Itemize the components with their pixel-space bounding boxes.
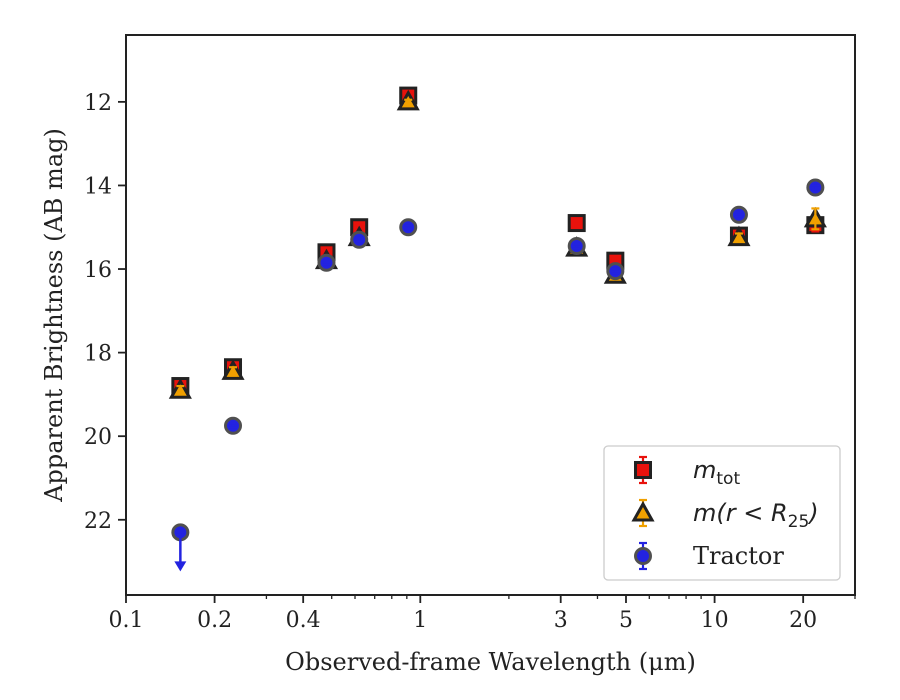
y-tick-label: 20	[84, 425, 112, 450]
upper-limit-arrowhead	[174, 561, 187, 572]
legend-box	[603, 445, 841, 581]
x-tick-label: 0.1	[109, 608, 144, 633]
x-tick-label: 3	[554, 608, 568, 633]
x-tick-label: 1	[413, 608, 427, 633]
y-tick-label: 18	[84, 342, 112, 367]
x-tick-label: 0.4	[286, 608, 321, 633]
y-tick-label: 14	[84, 174, 112, 199]
x-tick-label: 10	[701, 608, 729, 633]
y-tick-label: 16	[84, 258, 112, 283]
legend-marker	[634, 461, 652, 479]
legend-entry: mtot	[693, 456, 740, 489]
y-axis-label: Apparent Brightness (AB mag)	[40, 128, 68, 503]
legend-entry: m(r < R25)	[693, 499, 819, 532]
plot-frame	[125, 34, 856, 596]
series-1	[168, 89, 827, 399]
x-tick-label: 0.2	[197, 608, 232, 633]
legend-marker	[634, 547, 652, 565]
legend-marker	[631, 500, 655, 522]
x-axis-label: Observed-frame Wavelength (μm)	[285, 648, 696, 676]
x-tick-label: 20	[789, 608, 817, 633]
legend: mtot m(r < R25) Tractor	[603, 445, 841, 581]
plot-area	[168, 86, 827, 572]
y-tick-label: 12	[84, 91, 112, 116]
y-tick-label: 22	[84, 509, 112, 534]
series-0	[171, 86, 825, 396]
x-tick-label: 5	[619, 608, 633, 633]
axis-ticks: 0.1 0.2 0.4 1 3 5 10 20 12 14 16 18 20 22	[84, 91, 856, 633]
legend-entry: Tractor	[693, 542, 784, 570]
series-2	[171, 178, 825, 572]
